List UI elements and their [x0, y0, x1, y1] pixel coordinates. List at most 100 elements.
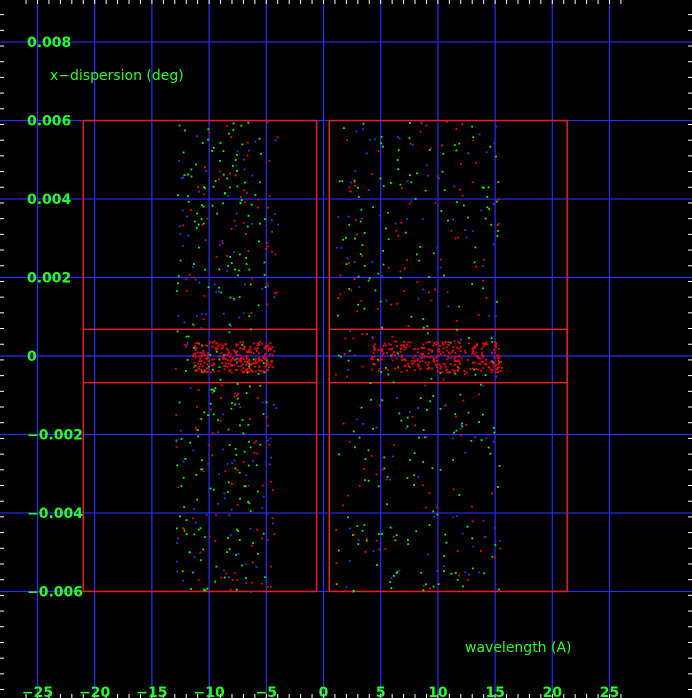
data-point — [497, 230, 500, 232]
data-point — [408, 344, 411, 347]
data-point — [274, 253, 277, 256]
data-point — [191, 517, 194, 520]
data-point — [492, 203, 495, 205]
data-point — [362, 122, 365, 125]
data-point — [410, 181, 413, 184]
data-point — [197, 429, 199, 431]
data-point — [224, 192, 226, 194]
data-point — [465, 371, 468, 374]
data-point — [254, 360, 257, 363]
data-point — [372, 351, 375, 354]
data-point — [494, 345, 497, 347]
data-point — [444, 533, 447, 536]
data-point — [373, 349, 376, 352]
data-point — [252, 460, 254, 462]
x-tick-label: 25 — [600, 685, 619, 698]
data-point — [443, 274, 445, 277]
data-point — [415, 530, 418, 533]
data-point — [248, 358, 251, 361]
data-point — [446, 371, 449, 374]
data-point — [449, 363, 452, 365]
data-point — [435, 341, 438, 344]
data-point — [200, 370, 203, 373]
data-point — [210, 388, 213, 391]
data-point — [224, 470, 227, 473]
data-point — [347, 215, 350, 218]
data-point — [229, 588, 232, 591]
data-point — [192, 323, 194, 326]
data-point — [193, 366, 195, 368]
data-point — [252, 362, 255, 365]
data-point — [265, 248, 267, 250]
data-point — [435, 356, 437, 359]
data-point — [238, 296, 241, 298]
data-point — [212, 362, 215, 365]
data-point — [185, 519, 188, 522]
data-point — [478, 393, 480, 396]
data-point — [187, 335, 190, 338]
y-tick-label: −0.002 — [27, 427, 83, 443]
data-point — [461, 123, 464, 126]
data-point — [471, 125, 473, 128]
data-point — [493, 431, 496, 434]
data-point — [489, 145, 492, 148]
data-point — [432, 356, 435, 359]
data-point — [204, 589, 207, 592]
data-point — [472, 139, 475, 142]
data-point — [382, 145, 384, 148]
data-point — [250, 203, 253, 206]
data-point — [179, 259, 182, 262]
data-point — [376, 358, 379, 361]
data-point — [471, 230, 474, 232]
data-point — [236, 343, 239, 346]
data-point — [428, 492, 431, 494]
data-point — [386, 503, 388, 506]
data-point — [460, 338, 462, 341]
data-point — [417, 364, 420, 367]
data-point — [496, 368, 499, 371]
data-point — [377, 359, 380, 362]
data-point — [497, 359, 500, 362]
data-point — [251, 222, 254, 225]
data-point — [422, 353, 424, 355]
data-point — [347, 359, 350, 362]
data-point — [491, 340, 494, 343]
data-point — [229, 296, 232, 299]
data-point — [251, 544, 253, 547]
data-point — [410, 200, 413, 203]
data-point — [399, 348, 402, 350]
data-point — [239, 358, 242, 361]
data-point — [267, 539, 269, 542]
data-point — [369, 398, 372, 401]
data-point — [194, 355, 197, 358]
data-point — [434, 363, 437, 366]
data-point — [414, 347, 417, 350]
data-point — [231, 165, 234, 167]
data-point — [196, 212, 199, 215]
data-point — [474, 347, 476, 349]
data-point — [260, 360, 263, 363]
data-point — [223, 368, 226, 371]
x-tick-label: −10 — [193, 685, 224, 698]
data-point — [234, 467, 237, 470]
data-point — [243, 360, 246, 363]
data-point — [428, 367, 431, 370]
data-point — [372, 344, 375, 347]
data-point — [445, 541, 448, 544]
data-point — [411, 416, 414, 418]
data-point — [246, 141, 249, 144]
data-point — [382, 263, 385, 266]
data-point — [242, 432, 245, 435]
data-point — [419, 368, 422, 371]
data-point — [211, 150, 214, 152]
data-point — [430, 299, 433, 302]
data-point — [348, 440, 351, 443]
data-point — [256, 490, 259, 493]
data-point — [465, 423, 468, 426]
data-point — [245, 256, 248, 259]
data-point — [473, 368, 476, 371]
data-point — [265, 359, 268, 362]
data-point — [213, 358, 216, 361]
data-point — [222, 344, 225, 347]
data-point — [197, 223, 200, 226]
